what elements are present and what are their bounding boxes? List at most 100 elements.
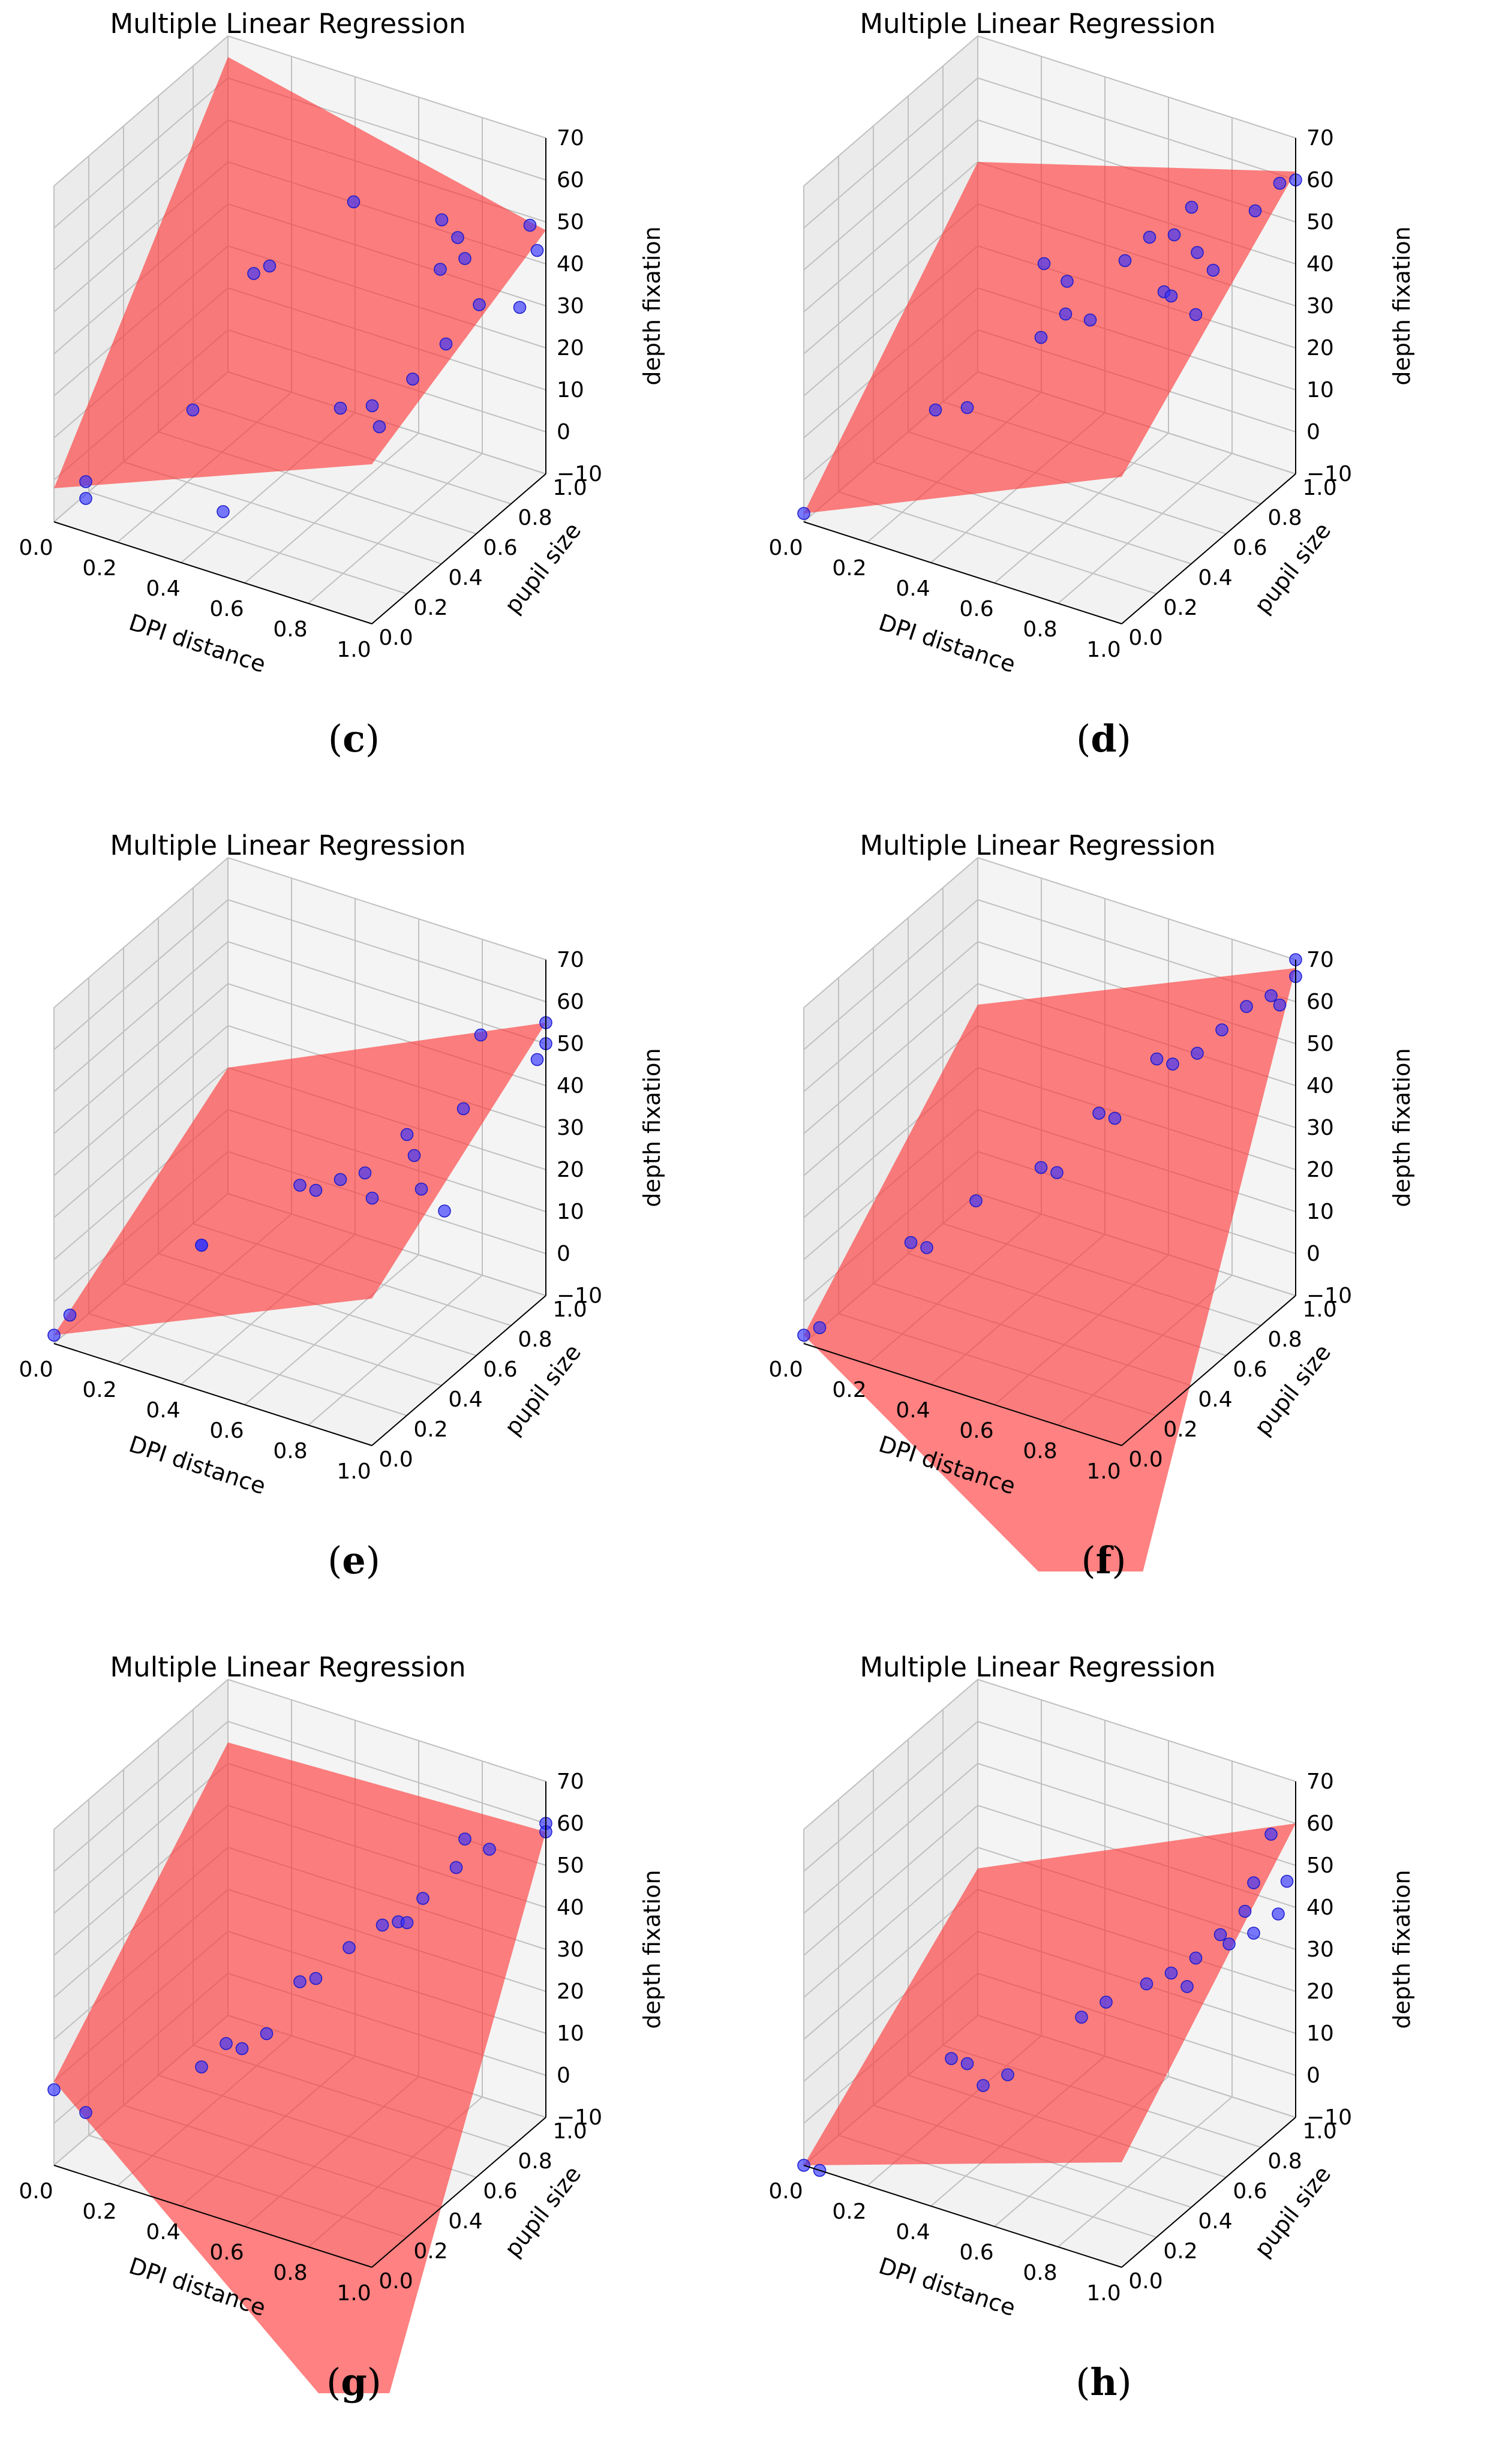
z-tick-label: 40 (557, 1074, 584, 1098)
y-axis-label: pupil size (499, 1339, 586, 1440)
data-point (1108, 1111, 1122, 1125)
data-point (263, 259, 277, 273)
data-point (439, 337, 453, 351)
panel-caption-letter: d (1091, 717, 1117, 761)
data-point (334, 401, 347, 415)
chart-panel-f: 0.0 0.2 0.4 0.6 0.8 1.0 0.0 0.2 0.4 0.6 0.8 1.0 −10 0… (750, 822, 1499, 1642)
data-point (1164, 289, 1178, 303)
y-tick-label: 0.8 (518, 2149, 552, 2174)
data-point (797, 1329, 810, 1342)
x-tick-label: 0.8 (273, 617, 307, 642)
data-point (969, 1194, 983, 1207)
data-point (260, 2027, 274, 2041)
z-tick-label: 50 (557, 210, 584, 235)
data-point (1001, 2068, 1014, 2081)
data-points (797, 173, 1302, 520)
data-point (435, 213, 449, 227)
data-point (1264, 1828, 1278, 1841)
z-tick-label: 50 (557, 1853, 584, 1878)
chart-panel-c: 0.0 0.2 0.4 0.6 0.8 1.0 0.0 0.2 0.4 0.6 0.8 1.0 −10 0… (0, 0, 749, 821)
panel-caption-letter: e (342, 1539, 366, 1582)
x-tick-label: 0.0 (19, 1357, 53, 1382)
x-tick-label: 0.0 (768, 2179, 803, 2204)
data-point (373, 420, 386, 434)
panel-caption: (d) (1076, 717, 1131, 761)
z-tick-label: 70 (557, 126, 584, 151)
y-tick-label: 0.6 (1233, 2179, 1267, 2204)
data-point (334, 1173, 347, 1186)
x-tick-label: 0.8 (273, 2261, 307, 2285)
y-tick-label: 0.4 (1198, 2209, 1232, 2234)
data-point (1240, 1000, 1253, 1013)
z-tick-label: −10 (557, 462, 602, 486)
y-tick-label: 0.0 (378, 1447, 413, 1472)
y-tick-label: 1.0 (1302, 476, 1336, 500)
z-tick-label: 30 (1306, 1116, 1334, 1140)
axes (53, 1781, 546, 2268)
y-tick-label: 0.0 (378, 2269, 413, 2294)
z-tick-label: 10 (1306, 2021, 1334, 2046)
z-tick-label: 20 (557, 1979, 584, 2004)
z-tick-label: 0 (557, 420, 570, 444)
z-axis-label: depth fixation (639, 226, 665, 385)
data-point (195, 2060, 208, 2074)
z-tick-label: 30 (557, 1937, 584, 1962)
y-axis-label: pupil size (1249, 518, 1336, 618)
data-point (1191, 1047, 1204, 1060)
panel-caption: (e) (328, 1539, 380, 1582)
data-point (358, 1166, 372, 1180)
data-point (945, 2052, 958, 2065)
data-point (1059, 307, 1073, 321)
y-tick-label: 0.6 (1233, 536, 1267, 560)
z-tick-label: 60 (557, 1811, 584, 1836)
y-tick-label: 0.4 (448, 566, 482, 590)
y-tick-label: 0.4 (448, 1387, 482, 1412)
z-tick-label: 50 (1306, 1032, 1334, 1056)
z-tick-label: 30 (1306, 1937, 1334, 1962)
y-axis-label: pupil size (1249, 1339, 1336, 1440)
x-tick-label: 1.0 (337, 1459, 371, 1484)
data-point (1166, 1057, 1179, 1071)
x-tick-label: 0.2 (82, 1378, 116, 1402)
regression-plane (804, 162, 1296, 513)
z-tick-label: 10 (557, 1200, 584, 1224)
regression-plane (54, 57, 546, 488)
z-tick-label: 0 (1306, 420, 1320, 444)
data-point (375, 1918, 389, 1932)
y-tick-label: 0.4 (1198, 566, 1232, 590)
data-point (1185, 200, 1198, 214)
chart-title: Multiple Linear Regression (860, 8, 1215, 40)
y-tick-label: 0.2 (1163, 2239, 1197, 2264)
chart-panel-e: 0.0 0.2 0.4 0.6 0.8 1.0 0.0 0.2 0.4 0.6 0.8 1.0 −10 0… (0, 822, 749, 1642)
x-tick-label: 0.6 (209, 1419, 244, 1443)
data-point (1206, 263, 1220, 277)
regression-plane (54, 1742, 546, 2393)
axes (803, 960, 1296, 1446)
data-point (1213, 1928, 1227, 1942)
z-tick-label: 70 (1306, 126, 1334, 151)
data-point (247, 267, 260, 280)
data-point (1075, 2011, 1088, 2024)
z-tick-label: 40 (557, 1895, 584, 1920)
z-tick-label: −10 (557, 2105, 602, 2130)
data-point (438, 1204, 451, 1218)
y-tick-label: 0.6 (1233, 1357, 1267, 1382)
z-tick-label: 10 (1306, 1200, 1334, 1224)
z-tick-label: 70 (1306, 948, 1334, 972)
data-point (1100, 1996, 1113, 2009)
data-point (523, 218, 537, 232)
z-tick-label: 20 (1306, 1979, 1334, 2004)
chart-title: Multiple Linear Regression (110, 8, 465, 40)
chart-svg-f: 0.00.20.40.60.81.0 0.00.20.40.60.81.0−100… (768, 830, 1415, 1571)
panel-caption-letter: f (1095, 1539, 1112, 1582)
data-points (47, 1016, 552, 1342)
data-point (1034, 1161, 1048, 1174)
data-point (365, 399, 379, 413)
z-tick-label: −10 (557, 1284, 602, 1308)
chart-svg-c: 0.00.20.40.60.81.0 0.00.20.40.60.81.0−100… (19, 8, 665, 678)
chart-title: Multiple Linear Regression (110, 830, 465, 861)
z-tick-label: 60 (1306, 990, 1334, 1014)
chart-svg-g: 0.00.20.40.60.81.0 0.00.20.40.60.81.0−100… (19, 1651, 665, 2393)
data-point (1164, 1966, 1178, 1980)
x-axis-label: DPI distance (876, 609, 1019, 678)
